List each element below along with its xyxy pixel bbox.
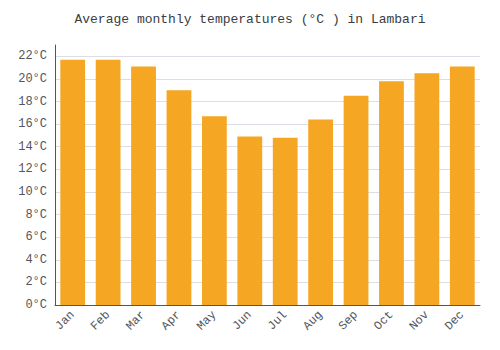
svg-text:Aug: Aug [300, 308, 325, 333]
svg-text:4°C: 4°C [25, 253, 47, 267]
svg-text:2°C: 2°C [25, 275, 47, 289]
svg-text:Dec: Dec [442, 308, 467, 333]
svg-text:Jul: Jul [265, 308, 290, 333]
svg-text:0°C: 0°C [25, 298, 47, 312]
svg-text:8°C: 8°C [25, 208, 47, 222]
svg-text:Nov: Nov [407, 308, 432, 333]
svg-text:18°C: 18°C [18, 95, 47, 109]
svg-text:Feb: Feb [88, 308, 113, 333]
svg-text:Sep: Sep [336, 308, 361, 333]
svg-text:6°C: 6°C [25, 230, 47, 244]
svg-text:Jun: Jun [230, 308, 255, 333]
svg-text:16°C: 16°C [18, 117, 47, 131]
svg-text:14°C: 14°C [18, 140, 47, 154]
svg-text:Mar: Mar [123, 308, 148, 333]
svg-text:10°C: 10°C [18, 185, 47, 199]
svg-text:Average monthly temperatures (: Average monthly temperatures (°C ) in La… [74, 12, 425, 27]
svg-text:Apr: Apr [159, 308, 184, 333]
svg-text:22°C: 22°C [18, 49, 47, 63]
svg-text:12°C: 12°C [18, 162, 47, 176]
svg-text:20°C: 20°C [18, 72, 47, 86]
svg-text:May: May [194, 308, 219, 333]
svg-text:Jan: Jan [53, 308, 78, 333]
svg-text:Oct: Oct [371, 308, 396, 333]
